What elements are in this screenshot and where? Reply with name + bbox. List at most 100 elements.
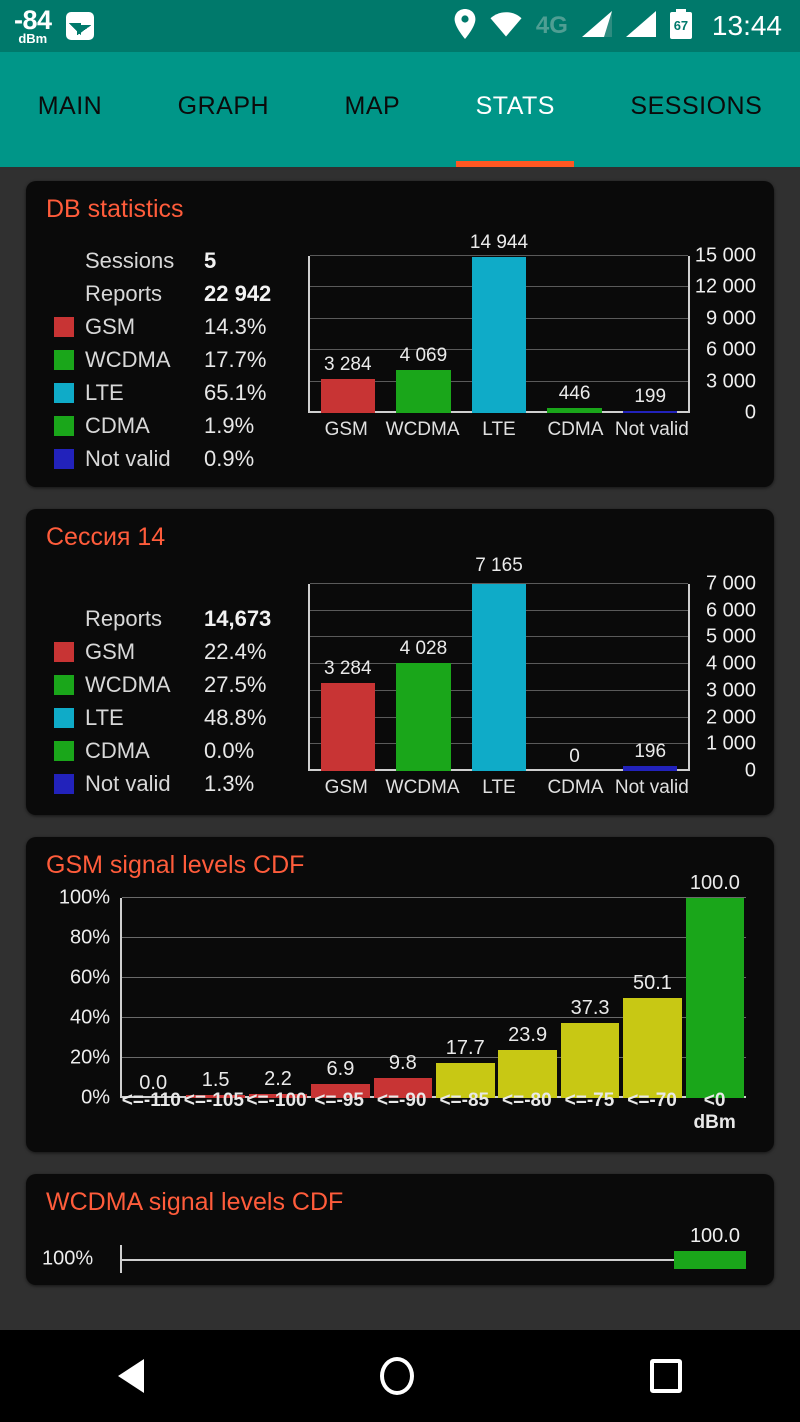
gridlines [122,897,746,1098]
y-axis-label-100: 100% [42,1247,94,1270]
stat-row: Sessions 5 [54,244,300,277]
stat-value: 22 942 [204,280,272,306]
stat-value: 65.1% [204,379,267,405]
bar [396,370,451,413]
bar-value-label: 3 284 [324,353,372,375]
tab-sessions[interactable]: SESSIONS [630,92,763,120]
stat-value: 48.8% [204,704,267,730]
signal-strength-unit: dBm [18,31,48,46]
bar [396,663,451,771]
tab-graph[interactable]: GRAPH [177,92,270,120]
bar [622,765,678,771]
x-axis-labels: GSM WCDMA LTE CDMA Not valid [308,419,690,441]
card-gsm-cdf: GSM signal levels CDF 100% 80% 60% 40% 20% 0%… [26,837,774,1152]
legend-swatch-wcdma [54,349,74,370]
tab-stats[interactable]: STATS [438,52,593,167]
x-tick-label: Not valid [614,419,689,440]
x-tick-label: Not valid [614,777,689,798]
y-tick-label: 5 000 [705,625,756,648]
stat-label: GSM [85,313,136,339]
y-tick-label: 20% [69,1046,110,1069]
x-tick-label: <=-75 [564,1090,615,1111]
bar-value-label: 3 284 [324,658,372,680]
wifi-icon [490,11,522,42]
stat-label: Reports [85,605,163,631]
bar-value-label: 6.9 [326,1058,355,1081]
stat-row: Not valid 1.3% [54,767,300,800]
legend-swatch-gsm [54,316,74,337]
tab-main[interactable]: MAIN [37,92,103,120]
x-tick-label: LTE [482,419,516,440]
stat-row: GSM 22.4% [54,635,300,668]
bar-column: 3 284 [310,584,386,771]
x-tick-label: WCDMA [385,777,460,798]
legend-swatch-notvalid [54,773,74,794]
bar-value-label: 17.7 [445,1036,485,1059]
bar-column: 9.8 [372,898,434,1098]
y-tick-label: 15 000 [694,244,756,267]
y-tick-label: 0 [744,401,756,424]
card-db-statistics: DB statistics Sessions 5 Reports 22 942 … [26,181,774,487]
stat-label: WCDMA [85,346,171,372]
bar-value-label: 100.0 [689,872,740,894]
bar-value-label: 9.8 [388,1052,417,1075]
x-tick-label: GSM [324,777,368,798]
x-tick-label: <=-70 [627,1090,677,1111]
x-tick-label: LTE [482,777,516,798]
legend-swatch-notvalid [54,448,74,469]
recents-square-icon[interactable] [650,1359,682,1393]
db-statistics-bar-chart: 3 284 4 069 14 944 446 199 15 000 12 000 9 000… [300,230,762,445]
x-axis-labels: GSM WCDMA LTE CDMA Not valid [308,777,690,799]
gsm-cdf-chart: 100% 80% 60% 40% 20% 0% 0.0 1.5 2.2 6.9 9.8 17.7 23… [42,872,762,1140]
bar-column: 50.1 [621,898,683,1098]
bar-value-label: 100.0 [689,1225,740,1247]
y-tick-label: 60% [69,966,110,989]
x-axis-labels: <=-110 <=-105 <=-100 <=-95 <=-90 <=-85 <=-80 <=… [120,1090,746,1134]
y-tick-label: 40% [69,1006,110,1029]
stat-label: Not valid [85,770,171,796]
plot-area: 3 284 4 028 7 165 0 196 [308,555,690,771]
android-navigation-bar [0,1330,800,1422]
y-axis-right: 15 000 12 000 9 000 6 000 3 000 0 [690,245,756,424]
bar-column: 6.9 [309,898,371,1098]
bar [311,1084,370,1098]
stat-value: 14.3% [204,313,267,339]
bar-column: 4 069 [386,256,462,413]
x-tick-label: <=-80 [502,1090,552,1111]
status-bar-left: -84 dBm [14,7,94,45]
y-tick-label: 3 000 [705,679,756,702]
bar [498,1050,557,1098]
x-tick-label: CDMA [547,419,604,440]
tab-map[interactable]: MAP [344,92,401,120]
wcdma-cdf-chart: 100% 100.0 [42,1223,762,1285]
card-wcdma-cdf: WCDMA signal levels CDF 100% 100.0 [26,1174,774,1285]
card-title: DB statistics [46,195,184,223]
clock: 13:44 [711,10,782,41]
card-title: GSM signal levels CDF [46,851,305,879]
y-tick-label: 80% [69,926,110,949]
y-tick-label: 9 000 [705,307,756,330]
bar-column: 0 [537,584,613,771]
bar-column: 7 165 [461,555,537,771]
session-bar-chart: 3 284 4 028 7 165 0 196 7 000 6 000 5 000 4 000… [300,555,762,803]
y-tick-label: 100% [58,886,110,909]
stats-scroll-container[interactable]: DB statistics Sessions 5 Reports 22 942 … [0,167,800,1330]
home-circle-icon[interactable] [380,1357,414,1395]
signal-strength-readout: -84 dBm [14,5,52,46]
x-tick-label: <=-90 [376,1090,427,1111]
bars: 3 284 4 069 14 944 446 199 [310,232,688,413]
y-tick-label: 0 [744,759,756,782]
signal-strength-value: -84 [14,5,52,35]
bar-column: 23.9 [496,898,558,1098]
bar [623,997,682,1098]
db-statistics-legend: Sessions 5 Reports 22 942 GSM 14.3% WCDM… [42,230,300,475]
bar [471,256,527,413]
stat-value: 1.3% [204,770,255,796]
x-tick-label: WCDMA [385,419,460,440]
bar-value-label: 23.9 [508,1024,548,1047]
bar [435,1062,495,1098]
stat-value: 0.0% [204,737,255,763]
y-tick-label: 4 000 [705,652,756,675]
legend-swatch-gsm [54,641,74,662]
back-triangle-icon[interactable] [118,1359,144,1393]
